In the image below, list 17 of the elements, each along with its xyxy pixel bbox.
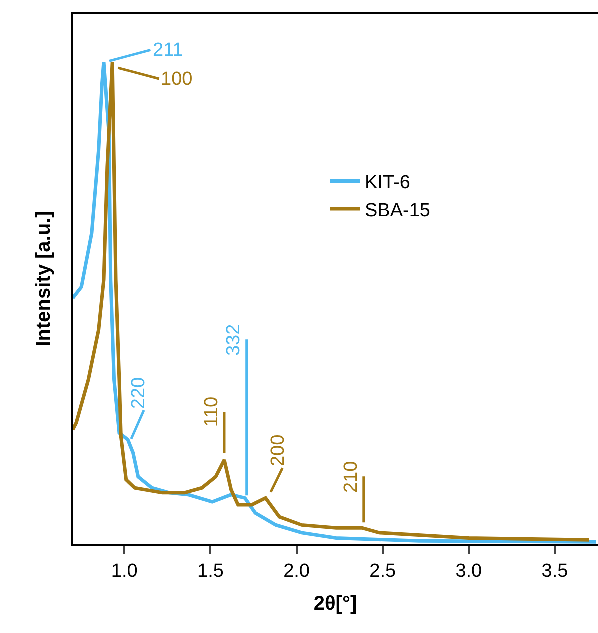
x-tick-label: 1.5	[197, 560, 224, 582]
annotation: 332	[224, 324, 245, 356]
x-tick-label: 3.5	[542, 560, 568, 582]
annotation: 220	[128, 377, 150, 410]
annotation: 210	[340, 461, 362, 494]
x-axis-title: 2θ[°]	[314, 592, 358, 615]
y-axis-title: Intensity [a.u.]	[33, 211, 55, 347]
x-tick-label: 2.0	[284, 560, 310, 582]
annotation: 211	[153, 40, 184, 61]
x-tick-label: 2.5	[370, 560, 396, 582]
annotation: 200	[268, 434, 289, 467]
legend-label: SBA-15	[365, 200, 430, 222]
x-tick-label: 1.0	[111, 560, 138, 582]
legend-label: KIT-6	[365, 172, 410, 194]
x-tick-label: 3.0	[456, 560, 482, 582]
annotation: 100	[161, 69, 193, 90]
annotation: 110	[202, 396, 223, 428]
